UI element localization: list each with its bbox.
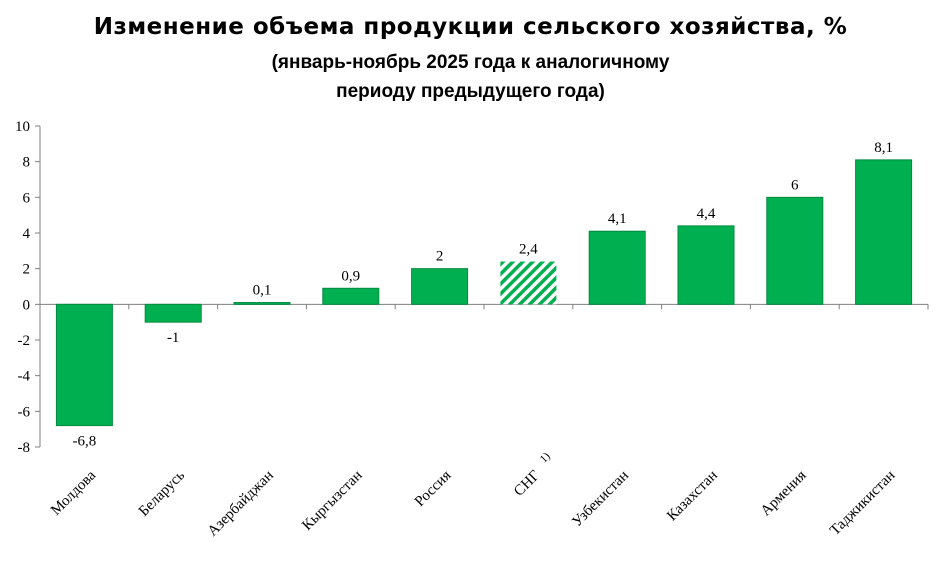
chart-title: Изменение объема продукции сельского хоз…	[93, 14, 848, 40]
data-label: 6	[791, 177, 799, 193]
bar	[411, 268, 469, 305]
category-label: Казахстан	[664, 468, 721, 525]
y-tick-label: -2	[18, 333, 31, 349]
bar	[322, 287, 380, 305]
category-label: Беларусь	[136, 467, 188, 519]
y-tick-label: 6	[23, 190, 31, 206]
bar	[677, 225, 735, 305]
footnote-mark: 1)	[538, 450, 553, 465]
data-label: 4,4	[697, 206, 716, 222]
bar	[233, 302, 291, 305]
category-label: Таджикистан	[827, 468, 898, 539]
y-tick-label: -4	[18, 369, 31, 385]
category-label: Кыргызстан	[299, 468, 365, 534]
bar	[500, 261, 557, 305]
y-tick-label: -6	[18, 404, 31, 420]
chart-subtitle-line2: периоду предыдущего года)	[336, 81, 605, 102]
bar	[588, 230, 646, 305]
y-tick-label: 8	[23, 155, 31, 171]
category-label: Армения	[758, 467, 810, 519]
data-label: -1	[167, 330, 180, 346]
bar	[766, 196, 824, 305]
data-label: 2	[436, 249, 444, 265]
data-label: 0,1	[253, 283, 272, 299]
bar	[55, 303, 113, 427]
data-label: 8,1	[874, 140, 893, 156]
bar	[144, 303, 202, 323]
chart-bars	[55, 159, 913, 427]
data-label: -6,8	[73, 434, 97, 450]
category-label: СНГ	[511, 467, 543, 499]
y-tick-label: -8	[18, 440, 31, 456]
category-label: Узбекистан	[569, 468, 632, 531]
category-label: Молдова	[48, 467, 99, 518]
chart-subtitle-line1: (январь-ноябрь 2025 года к аналогичному	[271, 52, 670, 73]
data-label: 0,9	[341, 268, 360, 284]
bar	[855, 159, 913, 305]
data-label: 4,1	[608, 211, 627, 227]
y-tick-label: 0	[23, 297, 31, 313]
data-label: 2,4	[519, 242, 538, 258]
category-label: Россия	[412, 467, 455, 510]
y-tick-label: 4	[23, 226, 31, 242]
category-label: Азербайджан	[205, 468, 277, 540]
y-tick-label: 2	[23, 262, 31, 278]
y-tick-label: 10	[15, 119, 30, 135]
